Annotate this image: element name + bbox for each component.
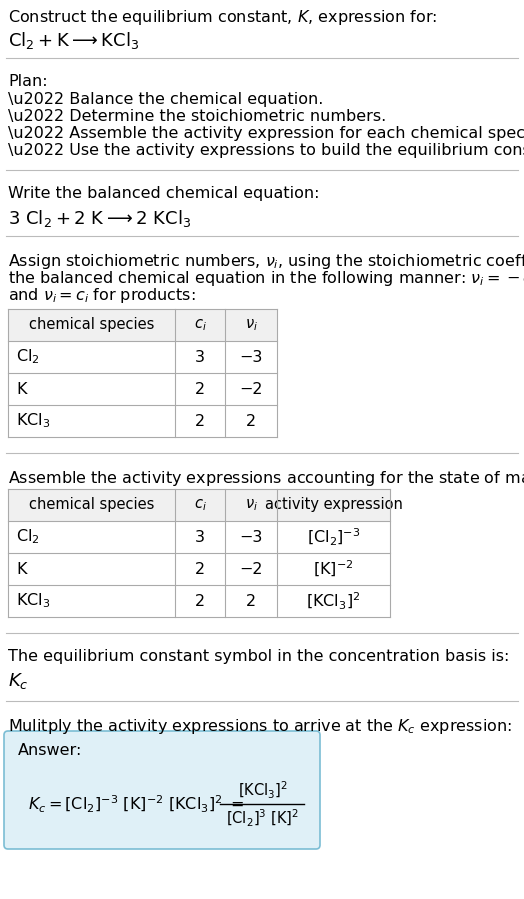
Text: Write the balanced chemical equation:: Write the balanced chemical equation: bbox=[8, 186, 320, 201]
Bar bbox=[8, 309, 175, 341]
Text: chemical species: chemical species bbox=[29, 317, 154, 333]
Text: K: K bbox=[16, 562, 27, 576]
Text: $K_c = [\mathrm{Cl_2}]^{-3}\ [\mathrm{K}]^{-2}\ [\mathrm{KCl_3}]^2\ =$: $K_c = [\mathrm{Cl_2}]^{-3}\ [\mathrm{K}… bbox=[28, 794, 244, 814]
Text: chemical species: chemical species bbox=[29, 497, 154, 512]
Text: K: K bbox=[16, 381, 27, 396]
Text: 2: 2 bbox=[246, 414, 256, 429]
Text: 3: 3 bbox=[195, 530, 205, 545]
Text: \u2022 Determine the stoichiometric numbers.: \u2022 Determine the stoichiometric numb… bbox=[8, 109, 386, 124]
Text: $\mathrm{KCl_3}$: $\mathrm{KCl_3}$ bbox=[16, 592, 50, 610]
Text: −3: −3 bbox=[239, 350, 263, 364]
Text: \u2022 Use the activity expressions to build the equilibrium constant expression: \u2022 Use the activity expressions to b… bbox=[8, 143, 524, 158]
Bar bbox=[175, 309, 225, 341]
Bar bbox=[225, 309, 277, 341]
Text: 2: 2 bbox=[195, 562, 205, 576]
Text: $\nu_i$: $\nu_i$ bbox=[245, 317, 257, 333]
Text: 2: 2 bbox=[195, 593, 205, 609]
Bar bbox=[175, 489, 225, 521]
Text: \u2022 Balance the chemical equation.: \u2022 Balance the chemical equation. bbox=[8, 92, 323, 107]
Text: activity expression: activity expression bbox=[265, 497, 402, 512]
Text: $[\mathrm{Cl_2}]^{-3}$: $[\mathrm{Cl_2}]^{-3}$ bbox=[307, 527, 361, 547]
Text: −3: −3 bbox=[239, 530, 263, 545]
Text: $[\mathrm{KCl_3}]^2$: $[\mathrm{KCl_3}]^2$ bbox=[306, 591, 361, 611]
Text: $\mathrm{Cl_2}$: $\mathrm{Cl_2}$ bbox=[16, 528, 40, 547]
Text: \u2022 Assemble the activity expression for each chemical species.: \u2022 Assemble the activity expression … bbox=[8, 126, 524, 141]
Text: 3: 3 bbox=[195, 350, 205, 364]
Text: $\mathrm{Cl_2}$: $\mathrm{Cl_2}$ bbox=[16, 348, 40, 367]
Text: −2: −2 bbox=[239, 562, 263, 576]
Text: the balanced chemical equation in the following manner: $\nu_i = -c_i$ for react: the balanced chemical equation in the fo… bbox=[8, 269, 524, 288]
Bar bbox=[8, 341, 277, 437]
Text: $\mathrm{KCl_3}$: $\mathrm{KCl_3}$ bbox=[16, 412, 50, 431]
Text: −2: −2 bbox=[239, 381, 263, 396]
Text: and $\nu_i = c_i$ for products:: and $\nu_i = c_i$ for products: bbox=[8, 286, 195, 305]
Text: Plan:: Plan: bbox=[8, 74, 48, 89]
Text: Mulitply the activity expressions to arrive at the $K_c$ expression:: Mulitply the activity expressions to arr… bbox=[8, 717, 512, 736]
Bar bbox=[8, 521, 390, 617]
Text: 2: 2 bbox=[195, 381, 205, 396]
Text: $[\mathrm{K}]^{-2}$: $[\mathrm{K}]^{-2}$ bbox=[313, 559, 354, 579]
Text: $c_i$: $c_i$ bbox=[193, 497, 206, 512]
Text: $\mathrm{Cl_2 + K \longrightarrow KCl_3}$: $\mathrm{Cl_2 + K \longrightarrow KCl_3}… bbox=[8, 30, 139, 51]
Text: 2: 2 bbox=[246, 593, 256, 609]
Text: Answer:: Answer: bbox=[18, 743, 82, 758]
Text: $K_c$: $K_c$ bbox=[8, 671, 29, 691]
Text: $[\mathrm{Cl_2}]^3\ [\mathrm{K}]^2$: $[\mathrm{Cl_2}]^3\ [\mathrm{K}]^2$ bbox=[226, 807, 300, 829]
Text: $[\mathrm{KCl_3}]^2$: $[\mathrm{KCl_3}]^2$ bbox=[238, 779, 288, 800]
Text: $\nu_i$: $\nu_i$ bbox=[245, 497, 257, 512]
Bar bbox=[277, 489, 390, 521]
Text: $\mathrm{3\ Cl_2 + 2\ K \longrightarrow 2\ KCl_3}$: $\mathrm{3\ Cl_2 + 2\ K \longrightarrow … bbox=[8, 208, 191, 229]
FancyBboxPatch shape bbox=[4, 731, 320, 849]
Text: The equilibrium constant symbol in the concentration basis is:: The equilibrium constant symbol in the c… bbox=[8, 649, 509, 664]
Bar bbox=[8, 489, 175, 521]
Text: 2: 2 bbox=[195, 414, 205, 429]
Text: Assemble the activity expressions accounting for the state of matter and $\nu_i$: Assemble the activity expressions accoun… bbox=[8, 469, 524, 488]
Bar bbox=[225, 489, 277, 521]
Text: $c_i$: $c_i$ bbox=[193, 317, 206, 333]
Text: Assign stoichiometric numbers, $\nu_i$, using the stoichiometric coefficients, $: Assign stoichiometric numbers, $\nu_i$, … bbox=[8, 252, 524, 271]
Text: Construct the equilibrium constant, $K$, expression for:: Construct the equilibrium constant, $K$,… bbox=[8, 8, 438, 27]
